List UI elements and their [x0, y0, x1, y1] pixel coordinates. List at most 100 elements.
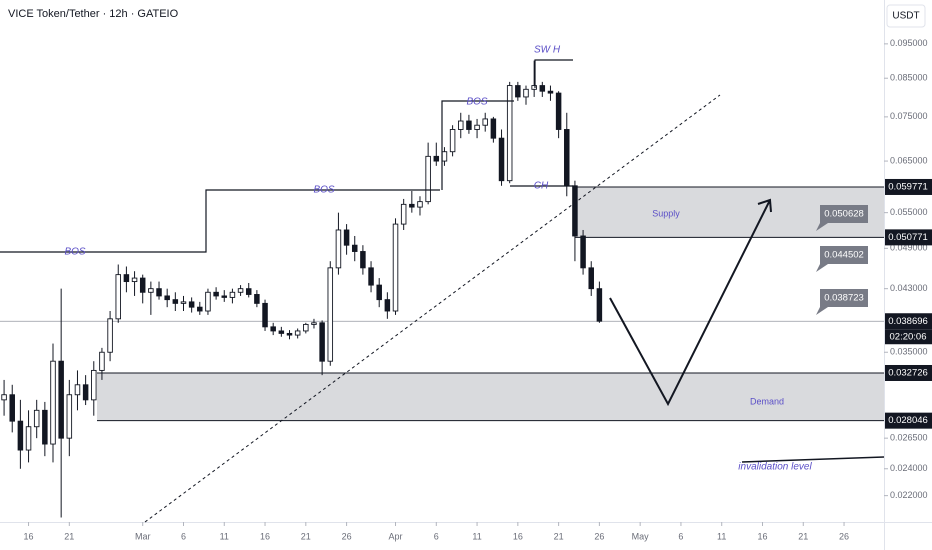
candle-body — [197, 306, 203, 312]
y-tick-label: 0.035000 — [890, 347, 928, 357]
x-tick-label: 6 — [678, 531, 683, 541]
candle-body — [286, 332, 293, 336]
candle-body — [547, 90, 554, 94]
candle-body — [490, 118, 497, 139]
level-box — [885, 313, 932, 330]
candle-body — [148, 288, 154, 293]
y-tick-label: 0.043000 — [890, 283, 928, 293]
invalidation-label: invalidation level — [738, 462, 812, 473]
countdown-label: 02:20:06 — [890, 331, 927, 342]
y-tick-label: 0.024000 — [890, 463, 928, 473]
candle-body — [294, 330, 301, 336]
x-tick-label: 16 — [24, 531, 34, 541]
candle-body — [107, 318, 113, 353]
y-tick-label: 0.085000 — [890, 73, 928, 83]
annotations — [0, 59, 885, 523]
candle-body — [115, 274, 121, 320]
currency-label[interactable]: USDT — [892, 11, 919, 22]
ch-label: CH — [534, 181, 549, 192]
candle-body — [555, 92, 562, 130]
candle-body — [156, 288, 162, 297]
candle-body — [91, 369, 97, 401]
x-tick-label: 6 — [434, 531, 439, 541]
candle-body — [482, 118, 488, 126]
candle-body — [213, 291, 219, 297]
candle-body — [433, 155, 440, 162]
candle-body — [531, 85, 537, 90]
candle-body — [123, 274, 130, 283]
y-tick-label: 0.049000 — [890, 243, 928, 253]
candle-body — [50, 360, 56, 445]
candle-body — [205, 291, 211, 312]
level-label: 0.059771 — [888, 181, 928, 192]
x-tick-label: 21 — [301, 531, 311, 541]
x-tick-label: 11 — [472, 531, 481, 541]
candle-body — [343, 229, 350, 246]
x-tick-label: 21 — [798, 531, 808, 541]
candle-body — [254, 294, 260, 304]
candle-body — [278, 330, 285, 334]
candle-body — [588, 267, 594, 290]
candle-body — [17, 420, 24, 451]
target-box — [816, 289, 868, 315]
candle-body — [58, 360, 64, 439]
x-tick-label: 6 — [181, 531, 186, 541]
bos-line — [0, 189, 440, 253]
swing-high-line — [534, 59, 573, 88]
x-tick-label: 26 — [342, 531, 352, 541]
x-tick-label: 26 — [594, 531, 604, 541]
candle-body — [360, 251, 366, 269]
candle-body — [9, 394, 15, 422]
x-tick-label: Mar — [135, 531, 151, 541]
candle-body — [311, 322, 317, 325]
x-tick-label: 21 — [554, 531, 564, 541]
y-tick-label: 0.075000 — [890, 111, 928, 121]
candle-body — [400, 203, 407, 225]
x-tick-label: 11 — [717, 531, 726, 541]
candle-body — [539, 85, 546, 92]
candle-body — [335, 229, 342, 269]
countdown-box — [885, 329, 932, 345]
candle-body — [449, 129, 456, 153]
candle-body — [466, 120, 472, 130]
supply-label: Supply — [652, 208, 680, 218]
candle-body — [523, 88, 529, 98]
candle-body — [515, 85, 521, 98]
candle-body — [409, 203, 415, 208]
target-box — [816, 246, 868, 272]
candle-body — [188, 301, 195, 308]
candle-body — [172, 299, 179, 304]
level-box — [885, 178, 932, 195]
candle-body — [572, 185, 578, 237]
level-label: 0.032726 — [888, 368, 928, 379]
candle-body — [33, 409, 40, 428]
candle-body — [376, 284, 382, 301]
x-tick-label: 16 — [260, 531, 270, 541]
candle-body — [42, 409, 48, 445]
candle-body — [262, 302, 268, 328]
bos-label: BOS — [64, 247, 85, 258]
candle-body — [564, 129, 570, 187]
candle-body — [229, 291, 236, 298]
candle-body — [221, 295, 228, 298]
projection-path — [609, 198, 772, 407]
level-label: 0.028046 — [888, 415, 928, 426]
y-tick-label: 0.022000 — [890, 490, 928, 500]
x-tick-label: 11 — [220, 531, 229, 541]
y-tick-label: 0.055000 — [890, 207, 928, 217]
candle-body — [474, 124, 480, 130]
level-box — [885, 412, 932, 429]
currency-box[interactable] — [886, 4, 926, 28]
candle-body — [392, 223, 399, 312]
level-box — [885, 229, 932, 246]
target-box — [816, 205, 868, 231]
candle-body — [351, 244, 358, 252]
candle-body — [580, 235, 586, 269]
candle-body — [164, 295, 170, 301]
candle-body — [131, 277, 138, 283]
candle-body — [74, 384, 81, 396]
candle-body — [368, 267, 374, 286]
candle-body — [327, 267, 334, 362]
invalidation-line — [741, 456, 885, 463]
